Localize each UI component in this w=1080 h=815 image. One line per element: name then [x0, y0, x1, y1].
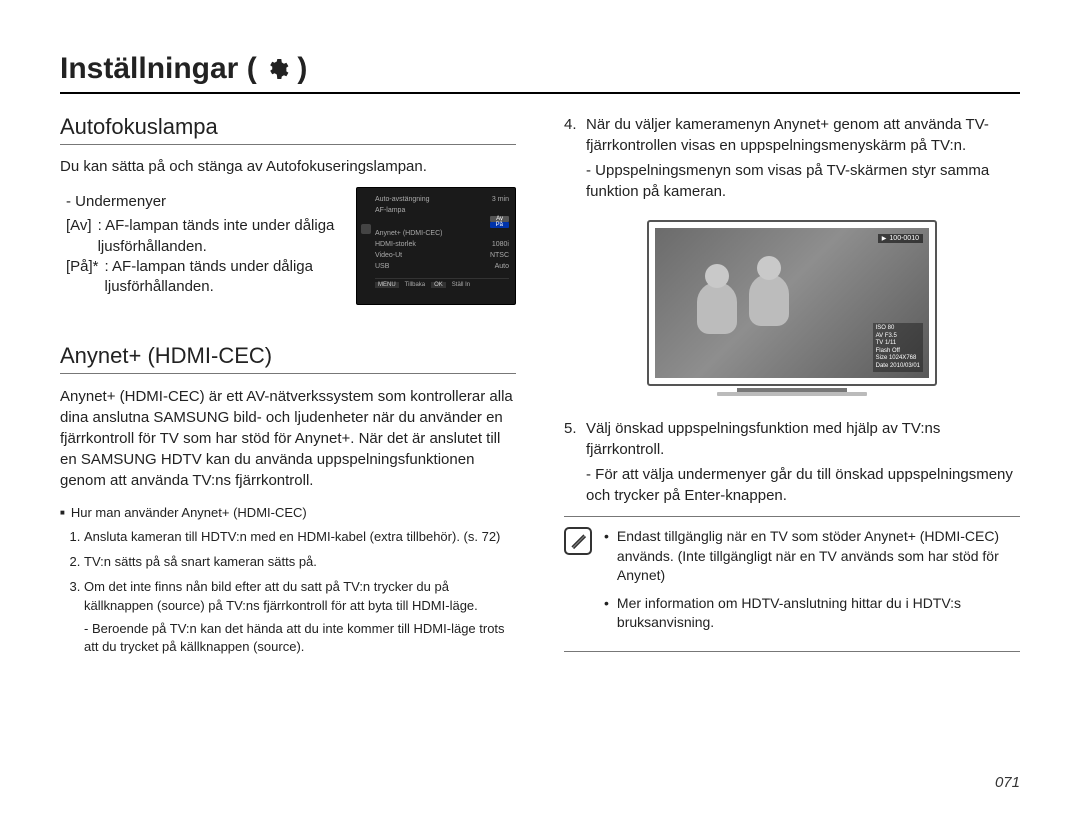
option-off: [Av] : AF-lampan tänds inte under dåliga… — [66, 216, 344, 257]
anynet-paragraph: Anynet+ (HDMI-CEC) är ett AV-nätverkssys… — [60, 386, 516, 491]
note-box: Endast tillgänglig när en TV som stöder … — [564, 516, 1020, 652]
step-5: 5. Välj önskad uppspelningsfunktion med … — [564, 418, 1020, 506]
step-5-sub: - För att välja undermenyer går du till … — [586, 464, 1020, 506]
section-heading-autofocus: Autofokuslampa — [60, 114, 516, 145]
step-4: 4. När du väljer kameramenyn Anynet+ gen… — [564, 114, 1020, 202]
tv-osd-filecounter: 100-0010 — [878, 234, 923, 243]
note-item-1: Endast tillgänglig när en TV som stöder … — [604, 527, 1020, 586]
submenu-label: - Undermenyer — [66, 193, 344, 210]
page-header: Inställningar ( ) — [60, 52, 1020, 94]
step-3-sub: - Beroende på TV:n kan det hända att du … — [84, 620, 516, 658]
page-title: Inställningar ( ) — [60, 52, 307, 86]
howto-heading: Hur man använder Anynet+ (HDMI-CEC) — [60, 505, 516, 520]
step-3: Om det inte finns nån bild efter att du … — [84, 578, 516, 657]
menu-ok-button: OK — [431, 282, 446, 288]
page-number: 071 — [995, 774, 1020, 791]
option-on: [På]* : AF-lampan tänds under dåliga lju… — [66, 257, 344, 298]
left-column: Autofokuslampa Du kan sätta på och stäng… — [60, 114, 516, 663]
step-2: TV:n sätts på så snart kameran sätts på. — [84, 553, 516, 572]
tv-illustration: 100-0010 ISO 80 AV F3.5 TV 1/11 Flash Of… — [647, 220, 937, 396]
menu-back-button: MENU — [375, 282, 399, 288]
note-icon — [564, 527, 592, 555]
step-4-sub: - Uppspelningsmenyn som visas på TV-skär… — [586, 160, 1020, 202]
intro-text: Du kan sätta på och stänga av Autofokuse… — [60, 157, 516, 177]
gear-tab-icon — [361, 224, 371, 234]
note-item-2: Mer information om HDTV-anslutning hitta… — [604, 594, 1020, 633]
howto-steps: Ansluta kameran till HDTV:n med en HDMI-… — [60, 528, 516, 657]
step-1: Ansluta kameran till HDTV:n med en HDMI-… — [84, 528, 516, 547]
tv-osd-info: ISO 80 AV F3.5 TV 1/11 Flash Off Size 10… — [873, 323, 923, 372]
camera-menu-screenshot: Auto-avstängning3 min AF-lampa Av På Any… — [356, 187, 516, 305]
gear-icon: ( ) — [247, 52, 308, 85]
menu-option-on-active: På — [490, 222, 509, 228]
right-column: 4. När du väljer kameramenyn Anynet+ gen… — [564, 114, 1020, 663]
tv-photo-placeholder — [697, 262, 839, 350]
section-heading-anynet: Anynet+ (HDMI-CEC) — [60, 343, 516, 374]
